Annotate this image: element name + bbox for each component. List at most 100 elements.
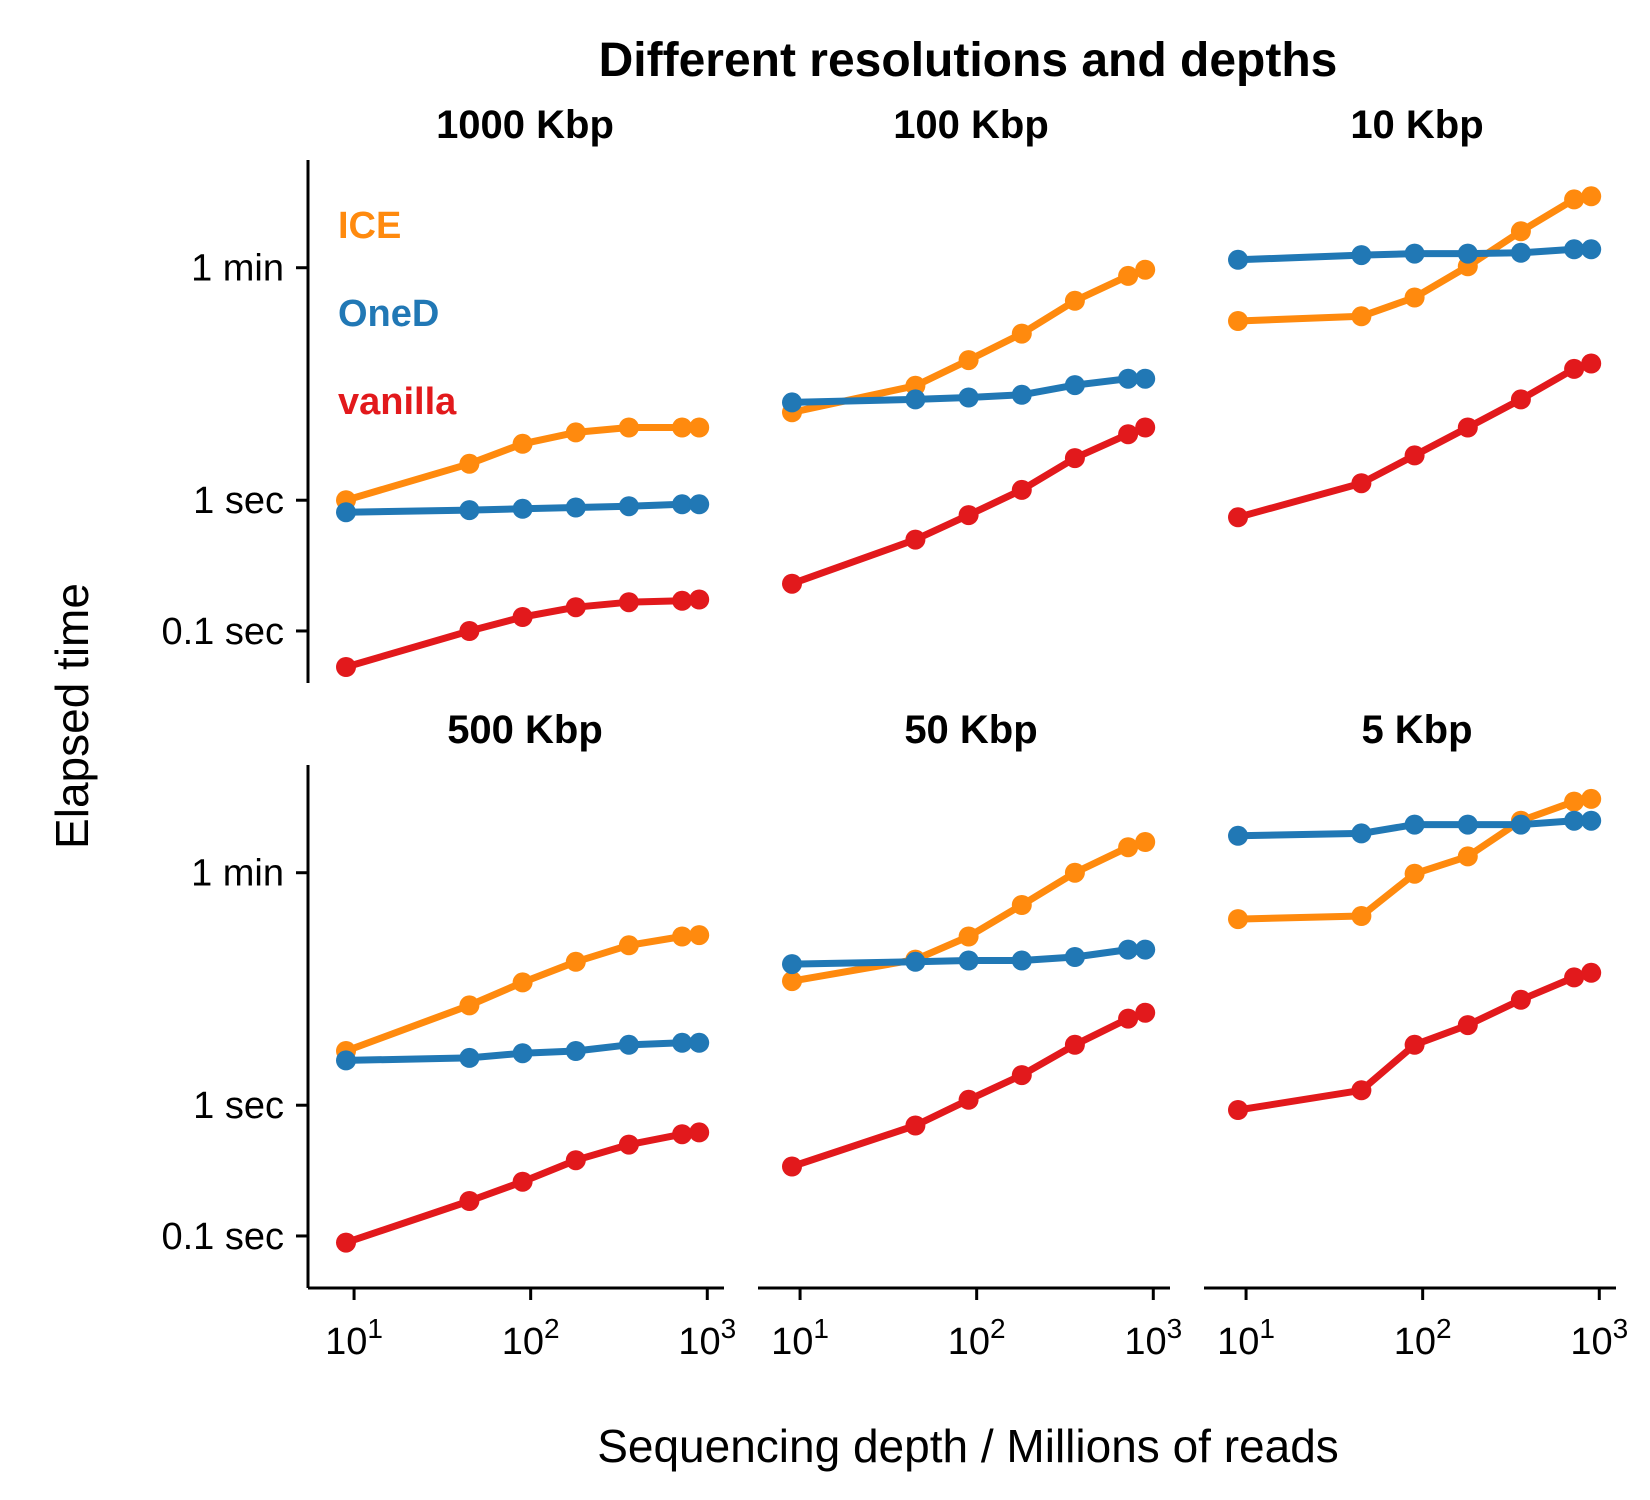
data-point	[336, 657, 356, 677]
data-point	[672, 1032, 693, 1053]
data-point	[1581, 239, 1602, 260]
series-line	[790, 1009, 1147, 1170]
data-point	[1351, 245, 1372, 266]
data-point	[1351, 306, 1372, 327]
data-point	[1404, 863, 1425, 884]
series-oned	[336, 1032, 710, 1071]
data-point	[1228, 507, 1248, 528]
data-point	[512, 498, 533, 519]
data-point	[1135, 832, 1156, 852]
data-point	[1351, 473, 1372, 494]
data-point	[459, 621, 480, 641]
data-point	[1118, 939, 1139, 960]
data-point	[1064, 862, 1085, 883]
series-oned	[782, 368, 1156, 413]
panel-5-kbp: 5 Kbp 101 102 103	[1204, 708, 1628, 1363]
data-point	[1564, 810, 1585, 831]
panel-title: 5 Kbp	[1361, 708, 1472, 752]
data-point	[1011, 384, 1032, 405]
data-point	[459, 995, 480, 1016]
data-point	[1404, 243, 1425, 264]
y-tick-label: 0.1 sec	[161, 611, 284, 653]
panel-title: 1000 Kbp	[436, 103, 614, 147]
x-tick-label: 103	[1124, 1313, 1182, 1363]
series-oned	[1228, 810, 1602, 846]
panel-title: 100 Kbp	[893, 103, 1049, 147]
data-point	[1011, 479, 1032, 500]
data-point	[1351, 823, 1372, 844]
data-point	[1510, 242, 1531, 263]
data-point	[1351, 906, 1372, 926]
data-point	[1404, 445, 1425, 466]
data-point	[1581, 962, 1602, 983]
data-point	[459, 1191, 480, 1211]
data-point	[1457, 1015, 1478, 1036]
data-point	[618, 417, 639, 438]
y-tick-label: 1 sec	[193, 480, 284, 522]
data-point	[1457, 814, 1478, 835]
y-tick-label: 0.1 sec	[161, 1216, 284, 1258]
data-point	[1581, 186, 1602, 207]
y-tick-label: 1 sec	[193, 1085, 284, 1127]
data-point	[1135, 259, 1156, 280]
data-point	[1564, 189, 1585, 210]
data-point	[1011, 950, 1032, 971]
data-point	[618, 496, 639, 517]
data-point	[1118, 265, 1139, 286]
data-point	[1228, 825, 1248, 846]
facet-panels: 1000 Kbp 0.1 sec 1 sec 1 min 100 Kbp 10 Kbp 50…	[161, 103, 1628, 1363]
series-ice	[336, 417, 710, 511]
data-point	[958, 926, 979, 947]
data-point	[958, 950, 979, 971]
data-point	[1404, 814, 1425, 835]
chart-title: Different resolutions and depths	[599, 34, 1338, 87]
x-tick-label: 101	[771, 1313, 829, 1363]
data-point	[689, 1032, 710, 1053]
data-point	[1351, 1080, 1372, 1101]
data-point	[1064, 947, 1085, 967]
data-point	[782, 392, 802, 413]
data-point	[672, 590, 693, 611]
data-point	[958, 387, 979, 408]
series-vanilla	[336, 1122, 710, 1253]
series-vanilla	[782, 1002, 1156, 1177]
data-point	[1457, 417, 1478, 438]
series-ice	[782, 259, 1156, 423]
data-point	[1457, 243, 1478, 264]
data-point	[512, 972, 533, 993]
data-point	[618, 592, 639, 613]
data-point	[1064, 1034, 1085, 1055]
y-tick-label: 1 min	[191, 248, 284, 290]
data-point	[1135, 417, 1156, 438]
data-point	[1118, 424, 1139, 445]
data-point	[1011, 1065, 1032, 1086]
data-point	[618, 935, 639, 956]
panel-title: 50 Kbp	[904, 708, 1037, 752]
data-point	[1064, 375, 1085, 396]
x-axis-label: Sequencing depth / Millions of reads	[597, 1420, 1339, 1472]
data-point	[512, 1171, 533, 1192]
series-vanilla	[1228, 353, 1602, 528]
data-point	[689, 589, 710, 610]
data-point	[1228, 1100, 1248, 1120]
data-point	[1118, 1008, 1139, 1029]
data-point	[1564, 967, 1585, 988]
data-point	[1011, 323, 1032, 344]
data-point	[782, 954, 802, 975]
series-vanilla	[336, 589, 710, 677]
series-oned	[1228, 239, 1602, 270]
data-point	[1510, 221, 1531, 242]
data-point	[1564, 791, 1585, 812]
data-point	[958, 505, 979, 526]
data-point	[958, 350, 979, 371]
series-ice	[1228, 788, 1602, 930]
x-tick-label: 101	[1217, 1313, 1275, 1363]
data-point	[512, 607, 533, 627]
data-point	[689, 1122, 710, 1143]
data-point	[1510, 989, 1531, 1010]
data-point	[1510, 814, 1531, 835]
data-point	[1404, 1034, 1425, 1055]
y-tick-label: 1 min	[191, 853, 284, 895]
x-tick-label: 103	[678, 1313, 736, 1363]
data-point	[1581, 353, 1602, 374]
